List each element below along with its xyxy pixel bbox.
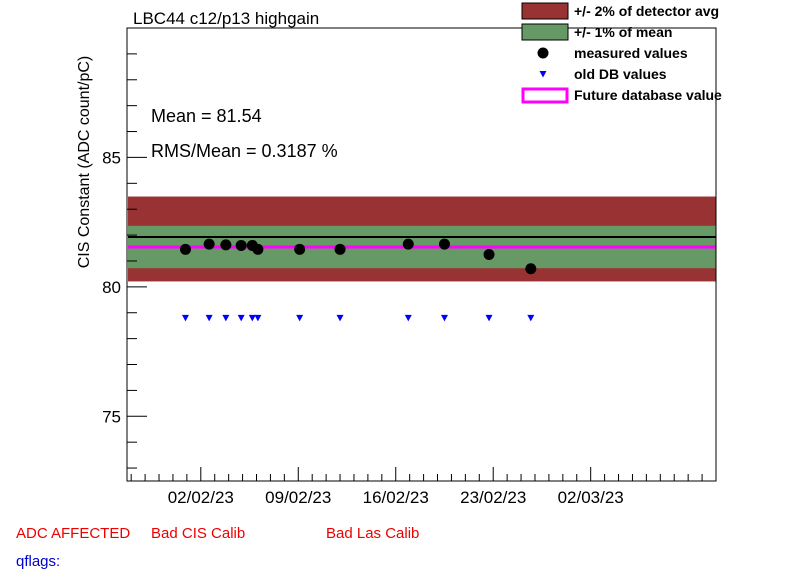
flag-adc-affected: ADC AFFECTED [16,525,131,542]
old-db-point [181,314,189,322]
measured-point [402,238,414,250]
legend-swatch-circle [537,47,549,59]
bands-layer [128,196,716,282]
measured-point [220,239,232,251]
x-tick-label: 16/02/23 [363,488,429,507]
legend-label: measured values [574,45,688,61]
legend-swatch-line [521,87,569,104]
x-tick-label: 02/03/23 [558,488,624,507]
measured-point [235,239,247,251]
legend-swatch-triangle [539,71,547,78]
x-tick-label: 23/02/23 [460,488,526,507]
measured-point [252,243,264,255]
axes-layer: 75 80 85 02/02/23 09/02/23 16/02/23 23/02/23 02… [102,53,717,507]
x-tick-label: 09/02/23 [265,488,331,507]
measured-point [483,249,495,260]
old-db-point [336,314,344,322]
measured-point [179,243,191,255]
y-tick-label: 85 [102,148,121,167]
measured-point [438,238,450,250]
old-db-point [404,314,412,322]
qflags-label: qflags: [16,553,61,570]
plot-frame [126,27,717,482]
measured-point [525,263,537,275]
legend-swatch-box [521,2,569,20]
old-db-point [222,314,230,322]
flag-bad-cis-calib: Bad CIS Calib [151,525,246,542]
old-db-point [205,314,213,322]
legend-label: old DB values [574,66,667,82]
measured-point [294,243,306,255]
old-db-point [296,314,304,322]
legend: +/- 2% of detector avg +/- 1% of mean meas… [521,2,722,104]
chart-title: LBC44 c12/p13 highgain [133,9,319,28]
points-layer [179,238,537,322]
legend-label: +/- 1% of mean [574,24,672,40]
mean-stat: Mean = 81.54 [151,106,262,126]
legend-swatch-box [521,23,569,41]
legend-label: +/- 2% of detector avg [574,3,719,19]
old-db-point [254,314,262,322]
y-tick-label: 75 [102,407,121,426]
measured-point [203,238,215,250]
old-db-point [248,314,256,322]
flag-bad-las-calib: Bad Las Calib [326,525,420,542]
y-tick-label: 80 [102,278,121,297]
old-db-point [237,314,245,322]
x-tick-label: 02/02/23 [168,488,234,507]
old-db-point [485,314,493,322]
old-db-point [527,314,535,322]
old-db-point [440,314,448,322]
y-axis-label: CIS Constant (ADC count/pC) [76,56,93,269]
legend-label: Future database value [574,87,722,103]
measured-point [334,243,346,255]
rms-stat: RMS/Mean = 0.3187 % [151,141,338,161]
